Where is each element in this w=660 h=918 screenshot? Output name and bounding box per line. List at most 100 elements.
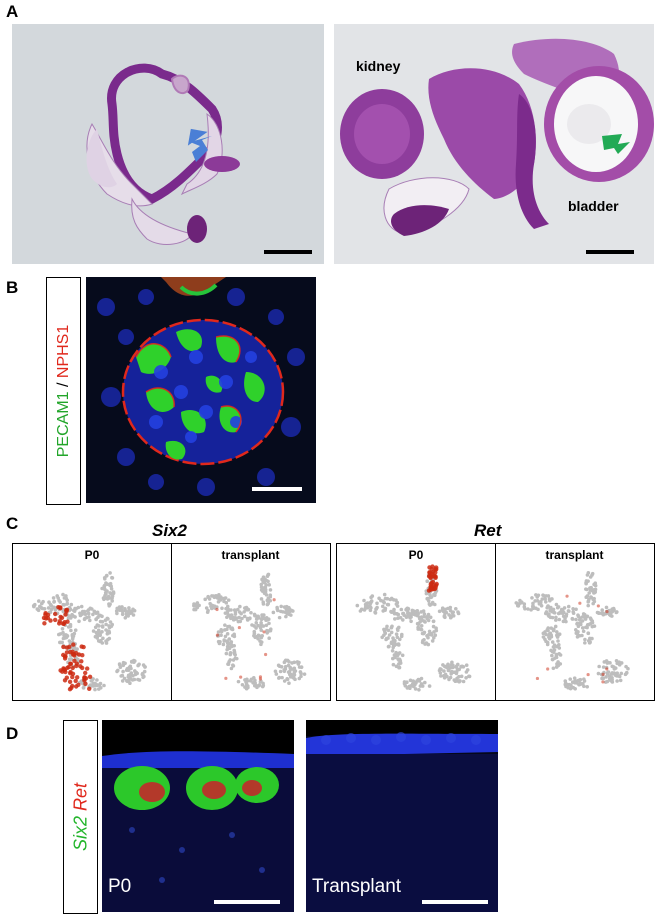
umap-cell-dot — [114, 609, 119, 613]
umap-cell-dot — [399, 607, 404, 612]
umap-cell-dot — [564, 619, 568, 624]
umap-cell-dot — [392, 611, 397, 616]
umap-cell-dot — [427, 602, 432, 606]
umap-cell-dot — [88, 618, 92, 623]
umap-cell-dot — [75, 647, 79, 651]
umap-cell-dot — [96, 628, 101, 633]
umap-cell-dot — [552, 643, 557, 648]
umap-cell-dot — [396, 616, 400, 620]
umap-cell-dot — [93, 687, 97, 692]
umap-cell-dot — [551, 657, 555, 662]
umap-cell-dot — [219, 628, 223, 632]
c-umap-group-six2: P0 transplant — [12, 543, 331, 701]
d-transplant-fluorescence-image: Transplant — [306, 720, 498, 912]
umap-cell-dot — [364, 602, 369, 606]
umap-cell-dot — [394, 664, 399, 669]
umap-cell-dot — [387, 633, 392, 637]
umap-expressing-cell-dot — [70, 665, 75, 671]
he-kidney-drawing — [12, 24, 324, 264]
umap-expressing-cell-dot — [434, 567, 439, 572]
umap-expressing-cell-dot — [62, 620, 67, 625]
umap-cell-dot — [543, 600, 548, 604]
umap-cell-dot — [280, 675, 284, 680]
umap-cell-dot — [385, 596, 390, 601]
umap-cell-dot — [35, 607, 40, 611]
umap-cell-dot — [526, 607, 530, 611]
umap-expressing-cell-dot — [586, 672, 590, 677]
umap-cell-dot — [586, 571, 591, 575]
umap-cell-dot — [244, 607, 248, 612]
umap-cell-dot — [615, 679, 619, 683]
umap-cell-dot — [223, 596, 228, 600]
umap-cell-dot — [267, 636, 271, 640]
umap-cell-dot — [127, 606, 131, 610]
umap-expressing-cell-dot — [71, 642, 76, 647]
umap-cell-dot — [83, 616, 87, 621]
umap-expressing-cell-dot — [42, 621, 47, 626]
umap-cell-dot — [261, 624, 266, 628]
umap-expressing-cell-dot — [428, 587, 433, 592]
umap-cell-dot — [216, 630, 221, 634]
umap-cell-dot — [610, 672, 615, 676]
umap-cell-dot — [392, 653, 397, 657]
umap-cell-dot — [586, 600, 591, 604]
c-umap-six2-p0: P0 — [13, 544, 171, 700]
umap-cell-dot — [449, 614, 454, 619]
umap-cell-dot — [289, 672, 293, 677]
umap-cell-dot — [556, 639, 560, 643]
umap-cell-dot — [425, 596, 429, 601]
umap-cell-dot — [101, 596, 106, 600]
umap-cell-dot — [585, 684, 590, 689]
umap-cell-dot — [584, 581, 588, 586]
umap-cell-dot — [258, 625, 263, 630]
c-gene-title-ret: Ret — [474, 521, 502, 540]
umap-cell-dot — [571, 610, 575, 614]
umap-cell-dot — [98, 681, 103, 686]
umap-expressing-cell-dot — [79, 659, 84, 664]
umap-cell-dot — [222, 599, 226, 604]
umap-cell-dot — [267, 629, 271, 633]
umap-cell-dot — [99, 686, 103, 690]
umap-cell-dot — [261, 681, 265, 686]
umap-cell-dot — [256, 623, 260, 628]
umap-cell-dot — [289, 613, 293, 617]
umap-cell-dot — [624, 671, 629, 675]
umap-cell-dot — [426, 635, 430, 640]
umap-cell-dot — [228, 658, 233, 662]
umap-expressing-cell-dot — [272, 598, 276, 602]
umap-cell-dot — [426, 642, 431, 647]
umap-cell-dot — [604, 605, 609, 610]
umap-cell-dot — [392, 607, 396, 612]
umap-cell-dot — [410, 683, 414, 688]
umap-cell-dot — [586, 603, 591, 608]
a-right-kidney-label: kidney — [356, 58, 401, 74]
umap-cell-dot — [278, 669, 283, 674]
umap-expressing-cell-dot — [239, 675, 243, 679]
umap-cell-dot — [425, 579, 429, 583]
umap-cell-dot — [98, 619, 103, 624]
umap-cell-dot — [597, 664, 601, 669]
umap-expressing-cell-dot — [64, 675, 69, 680]
umap-cell-dot — [540, 597, 544, 601]
umap-cell-dot — [382, 592, 387, 597]
umap-cell-dot — [383, 606, 387, 611]
umap-cell-dot — [232, 650, 237, 655]
umap-cell-dot — [116, 668, 120, 673]
umap-cell-dot — [565, 682, 570, 687]
umap-cell-dot — [80, 609, 85, 614]
umap-cell-dot — [215, 596, 220, 600]
umap-cell-dot — [211, 594, 216, 598]
umap-cell-dot — [543, 611, 548, 616]
d-stain-red: Ret — [70, 782, 90, 811]
umap-cell-dot — [226, 624, 230, 629]
umap-cell-dot — [285, 658, 290, 663]
umap-expressing-cell-dot — [264, 652, 268, 657]
umap-cell-dot — [277, 615, 282, 620]
umap-cell-dot — [433, 633, 438, 637]
umap-cell-dot — [575, 621, 580, 626]
umap-cell-dot — [420, 615, 424, 619]
umap-cell-dot — [79, 604, 84, 609]
umap-expressing-cell-dot — [578, 601, 582, 605]
umap-cell-dot — [418, 684, 423, 688]
umap-cell-dot — [127, 666, 131, 671]
